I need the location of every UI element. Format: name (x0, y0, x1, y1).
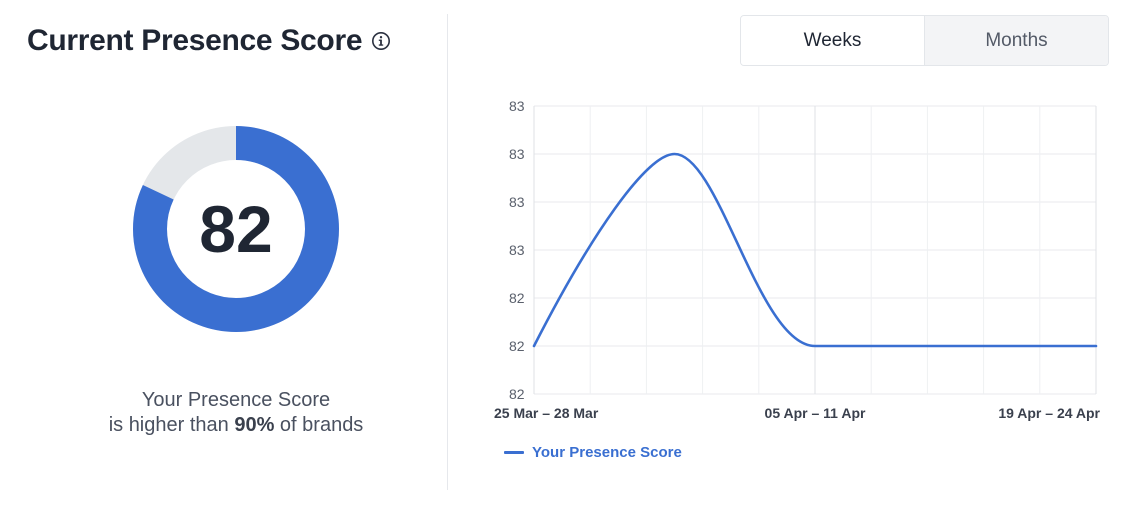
score-donut: 82 (133, 126, 339, 332)
title-row: Current Presence Score (27, 24, 391, 58)
x-tick-label: 05 Apr – 11 Apr (765, 405, 866, 421)
weeks-toggle-button[interactable]: Weeks (741, 16, 924, 65)
period-toggle: Weeks Months (740, 15, 1109, 66)
comparison-line-2: is higher than 90% of brands (40, 413, 432, 438)
y-tick-label: 82 (509, 290, 525, 306)
chart-legend[interactable]: Your Presence Score (504, 444, 682, 461)
y-axis-ticks: 83 83 83 83 82 82 82 (509, 98, 525, 402)
y-tick-label: 83 (509, 146, 525, 162)
x-axis-ticks: 25 Mar – 28 Mar 05 Apr – 11 Apr 19 Apr – 2… (494, 405, 1101, 421)
chart-grid (533, 105, 1097, 395)
y-tick-label: 82 (509, 386, 525, 402)
legend-label: Your Presence Score (532, 444, 682, 461)
series-line-your-presence-score (532, 152, 1098, 348)
presence-score-panel: Current Presence Score 82 Your Presence … (0, 0, 447, 508)
comparison-percent: 90% (234, 414, 275, 436)
comparison-suffix: of brands (279, 414, 364, 436)
comparison-prefix: is higher than (108, 414, 229, 436)
comparison-line-1: Your Presence Score (141, 389, 331, 411)
score-value: 82 (199, 192, 273, 266)
x-tick-label: 25 Mar – 28 Mar (494, 405, 599, 421)
months-toggle-button[interactable]: Months (924, 16, 1108, 65)
x-tick-label: 19 Apr – 24 Apr (998, 405, 1100, 421)
y-tick-label: 83 (509, 194, 525, 210)
legend-swatch (504, 451, 524, 454)
score-comparison-text: Your Presence Score is higher than 90% o… (40, 388, 432, 438)
y-tick-label: 83 (509, 242, 525, 258)
page-title: Current Presence Score (27, 24, 363, 57)
y-tick-label: 83 (509, 98, 525, 114)
panel-divider (447, 14, 448, 490)
info-circle-icon[interactable] (371, 31, 391, 51)
donut-progress-arc (133, 126, 339, 332)
presence-score-line-chart: 83 83 83 83 82 82 82 25 Mar – 28 Mar 05 Apr – 1… (494, 98, 1101, 421)
y-tick-label: 82 (509, 338, 525, 354)
